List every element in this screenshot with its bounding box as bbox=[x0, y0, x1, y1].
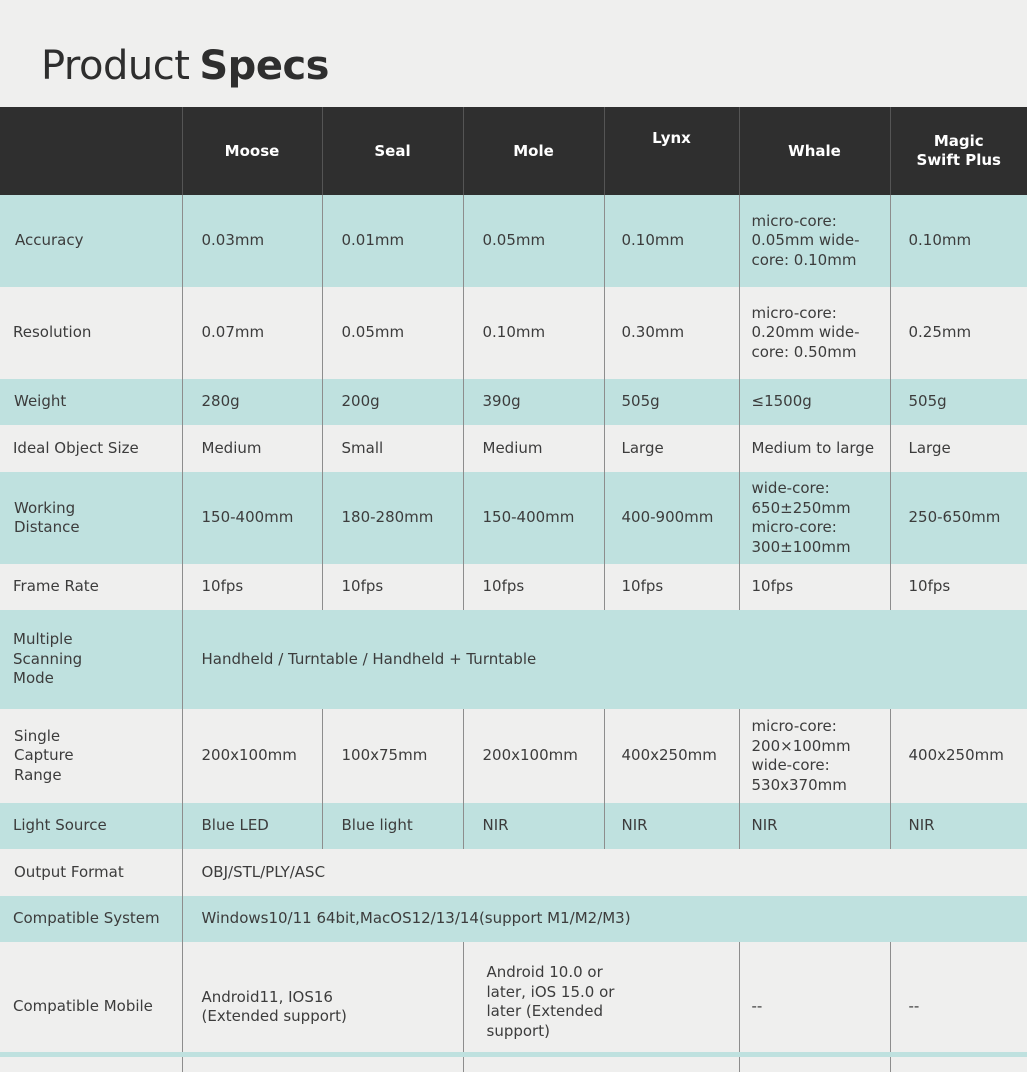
cell-moose: 150-400mm bbox=[181, 472, 322, 564]
header-lynx: Lynx bbox=[603, 107, 739, 195]
bottom-rule bbox=[0, 1052, 1027, 1057]
row-light-source: Light Source Blue LED Blue light NIR NIR… bbox=[0, 803, 1027, 849]
cell-all-models: OBJ/STL/PLY/ASC bbox=[181, 849, 1027, 896]
cell-mole: Medium bbox=[462, 425, 604, 472]
cell-magic-swift-plus: -- bbox=[889, 942, 1027, 1072]
cell-all-models: Windows10/11 64bit,MacOS12/13/14(support… bbox=[181, 896, 1027, 942]
cell-moose: 0.03mm bbox=[181, 195, 322, 287]
cell-moose: 280g bbox=[181, 379, 322, 425]
row-resolution: Resolution 0.07mm 0.05mm 0.10mm 0.30mm m… bbox=[0, 287, 1027, 379]
row-label: Frame Rate bbox=[0, 564, 182, 610]
cell-mole: NIR bbox=[462, 803, 604, 849]
row-label: Accuracy bbox=[0, 195, 182, 287]
row-label: Compatible System bbox=[0, 896, 182, 942]
row-compatible-system: Compatible System Windows10/11 64bit,Mac… bbox=[0, 896, 1027, 942]
cell-lynx: Large bbox=[603, 425, 739, 472]
cell-mole: 200x100mm bbox=[462, 709, 604, 803]
header-mole: Mole bbox=[462, 107, 604, 195]
row-weight: Weight 280g 200g 390g 505g ≤1500g 505g bbox=[0, 379, 1027, 425]
cell-seal: 0.01mm bbox=[321, 195, 463, 287]
cell-lynx: 0.30mm bbox=[603, 287, 739, 379]
cell-seal: 180-280mm bbox=[321, 472, 463, 564]
cell-magic-swift-plus: NIR bbox=[889, 803, 1027, 849]
cell-magic-swift-plus: 0.25mm bbox=[889, 287, 1027, 379]
cell-moose: Blue LED bbox=[181, 803, 322, 849]
row-label: Working Distance bbox=[0, 472, 182, 564]
cell-moose-seal: Android11, IOS16 (Extended support) bbox=[181, 942, 463, 1072]
row-working-distance: Working Distance 150-400mm 180-280mm 150… bbox=[0, 472, 1027, 564]
cell-seal: 200g bbox=[321, 379, 463, 425]
row-label: Single Capture Range bbox=[0, 709, 182, 803]
cell-lynx: 0.10mm bbox=[603, 195, 739, 287]
header-moose: Moose bbox=[181, 107, 322, 195]
row-label: Output Format bbox=[0, 849, 182, 896]
header-row: Moose Seal Mole Lynx Whale Magic Swift P… bbox=[0, 107, 1027, 195]
cell-magic-swift-plus: 250-650mm bbox=[889, 472, 1027, 564]
cell-moose: 200x100mm bbox=[181, 709, 322, 803]
cell-mole: 390g bbox=[462, 379, 604, 425]
row-label: Weight bbox=[0, 379, 182, 425]
cell-seal: 10fps bbox=[321, 564, 463, 610]
row-multiple-scanning-mode: Multiple Scanning Mode Handheld / Turnta… bbox=[0, 610, 1027, 709]
row-label: Multiple Scanning Mode bbox=[0, 610, 182, 709]
cell-whale: 10fps bbox=[738, 564, 890, 610]
cell-magic-swift-plus: 0.10mm bbox=[889, 195, 1027, 287]
cell-whale: micro-core: 0.20mm wide-core: 0.50mm bbox=[738, 287, 890, 379]
cell-seal: 0.05mm bbox=[321, 287, 463, 379]
cell-whale: micro-core: 0.05mm wide-core: 0.10mm bbox=[738, 195, 890, 287]
specs-table: Moose Seal Mole Lynx Whale Magic Swift P… bbox=[0, 107, 1027, 1072]
row-ideal-object-size: Ideal Object Size Medium Small Medium La… bbox=[0, 425, 1027, 472]
cell-moose: Medium bbox=[181, 425, 322, 472]
row-label: Compatible Mobile bbox=[0, 942, 182, 1072]
cell-lynx: 400-900mm bbox=[603, 472, 739, 564]
cell-seal: Blue light bbox=[321, 803, 463, 849]
cell-whale: wide-core: 650±250mm micro-core: 300±100… bbox=[738, 472, 890, 564]
cell-magic-swift-plus: 505g bbox=[889, 379, 1027, 425]
row-label: Light Source bbox=[0, 803, 182, 849]
cell-mole: 0.10mm bbox=[462, 287, 604, 379]
cell-mole: 0.05mm bbox=[462, 195, 604, 287]
header-magic-swift-plus: Magic Swift Plus bbox=[889, 107, 1027, 195]
row-frame-rate: Frame Rate 10fps 10fps 10fps 10fps 10fps… bbox=[0, 564, 1027, 610]
cell-magic-swift-plus: 10fps bbox=[889, 564, 1027, 610]
cell-moose: 10fps bbox=[181, 564, 322, 610]
cell-whale: NIR bbox=[738, 803, 890, 849]
cell-magic-swift-plus: Large bbox=[889, 425, 1027, 472]
row-compatible-mobile: Compatible Mobile Android11, IOS16 (Exte… bbox=[0, 942, 1027, 1072]
cell-whale: -- bbox=[738, 942, 890, 1072]
cell-magic-swift-plus: 400x250mm bbox=[889, 709, 1027, 803]
title-bold: Specs bbox=[199, 43, 329, 89]
cell-whale: Medium to large bbox=[738, 425, 890, 472]
cell-whale: ≤1500g bbox=[738, 379, 890, 425]
row-output-format: Output Format OBJ/STL/PLY/ASC bbox=[0, 849, 1027, 896]
cell-moose: 0.07mm bbox=[181, 287, 322, 379]
header-whale: Whale bbox=[738, 107, 890, 195]
header-seal: Seal bbox=[321, 107, 463, 195]
cell-whale: micro-core: 200×100mm wide-core: 530x370… bbox=[738, 709, 890, 803]
cell-seal: Small bbox=[321, 425, 463, 472]
cell-all-models: Handheld / Turntable / Handheld + Turnta… bbox=[181, 610, 1027, 709]
row-label: Ideal Object Size bbox=[0, 425, 182, 472]
row-single-capture-range: Single Capture Range 200x100mm 100x75mm … bbox=[0, 709, 1027, 803]
title-light: Product bbox=[41, 43, 190, 89]
cell-seal: 100x75mm bbox=[321, 709, 463, 803]
header-empty bbox=[0, 107, 182, 195]
cell-lynx: 505g bbox=[603, 379, 739, 425]
row-accuracy: Accuracy 0.03mm 0.01mm 0.05mm 0.10mm mic… bbox=[0, 195, 1027, 287]
cell-mole-lynx: Android 10.0 or later, iOS 15.0 or later… bbox=[462, 942, 739, 1072]
cell-mole: 10fps bbox=[462, 564, 604, 610]
cell-lynx: 400x250mm bbox=[603, 709, 739, 803]
cell-lynx: NIR bbox=[603, 803, 739, 849]
cell-lynx: 10fps bbox=[603, 564, 739, 610]
row-label: Resolution bbox=[0, 287, 182, 379]
cell-mole: 150-400mm bbox=[462, 472, 604, 564]
page-title: Product Specs bbox=[41, 40, 329, 92]
